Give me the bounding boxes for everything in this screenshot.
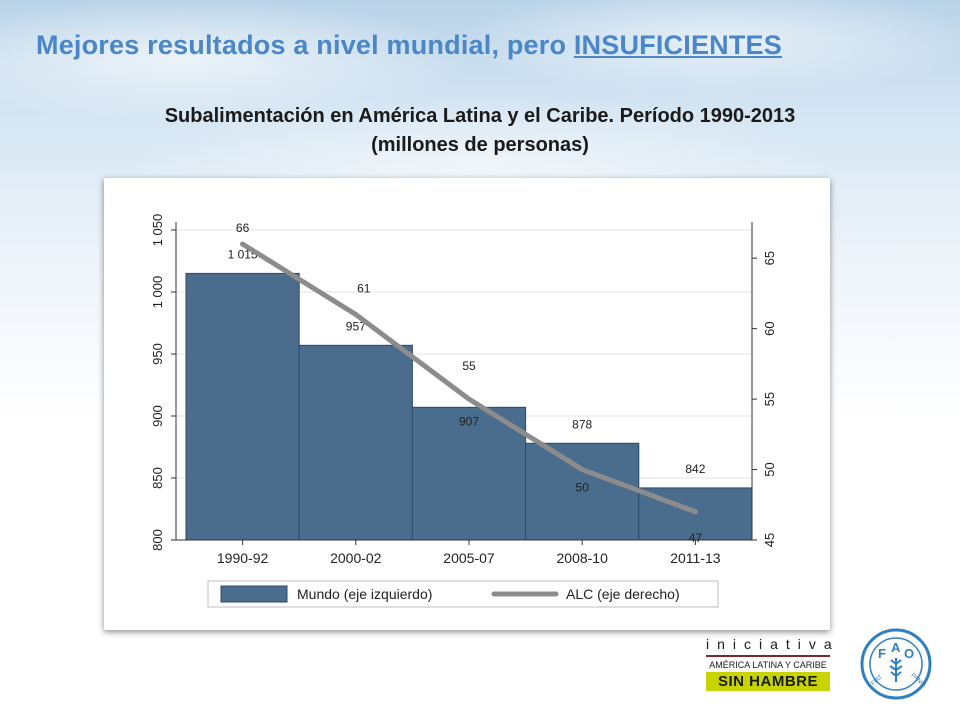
bar-value-label: 957	[346, 319, 366, 333]
line-value-label: 47	[689, 531, 703, 545]
y-left-tick-label: 800	[150, 529, 165, 551]
y-right-tick-label: 50	[762, 462, 777, 476]
chart: 800 850 900 950 1 000 1 050 45 50 55 60 65 1990-92 2…	[150, 214, 777, 608]
y-left-tick-label: 850	[150, 467, 165, 489]
y-right-tick-label: 45	[762, 533, 777, 547]
legend-label-alc: ALC (eje derecho)	[566, 586, 680, 602]
line-alc-point	[692, 509, 698, 515]
bar-mundo	[298, 344, 413, 541]
page-title: Mejores resultados a nivel mundial, pero…	[36, 30, 782, 61]
line-alc-point	[579, 467, 585, 473]
chart-card: 800 850 900 950 1 000 1 050 45 50 55 60 65 1990-92 2…	[104, 178, 830, 630]
y-left-tick-label: 1 050	[150, 214, 165, 247]
iniciativa-logo-region: AMÉRICA LATINA Y CARIBE	[706, 655, 830, 670]
y-right-tick-label: 55	[762, 392, 777, 406]
iniciativa-logo-word: iniciativa	[706, 636, 840, 652]
line-alc-point	[466, 396, 472, 402]
chart-title: Subalimentación en América Latina y el C…	[0, 102, 960, 160]
y-left-tick-label: 1 000	[150, 276, 165, 309]
page-title-highlight: INSUFICIENTES	[573, 30, 782, 60]
bar-value-label: 907	[459, 414, 479, 428]
svg-text:O: O	[904, 646, 914, 661]
y-left-tick-label: 900	[150, 405, 165, 427]
bar-value-label: 842	[685, 462, 705, 476]
legend-box	[207, 580, 719, 608]
y-right-tick-label: 60	[762, 321, 777, 335]
legend-label-mundo: Mundo (eje izquierdo)	[297, 586, 432, 602]
x-tick-label: 1990-92	[217, 550, 269, 566]
bar-value-label: 878	[572, 417, 592, 431]
iniciativa-logo: iniciativa AMÉRICA LATINA Y CARIBE SIN H…	[706, 636, 840, 691]
bar-mundo	[185, 272, 300, 541]
fao-logo-icon: F A O FIAT PANIS	[860, 628, 932, 700]
x-tick-label: 2011-13	[670, 550, 721, 566]
x-tick-label: 2000-02	[330, 550, 382, 566]
bar-mundo	[411, 406, 527, 541]
line-alc-point	[353, 312, 359, 318]
line-value-label: 55	[462, 359, 476, 373]
chart-title-line2: (millones de personas)	[371, 134, 589, 156]
line-alc-point	[240, 241, 246, 247]
iniciativa-logo-slogan: SIN HAMBRE	[706, 672, 830, 691]
y-left-tick-label: 950	[150, 343, 165, 365]
line-value-label: 50	[576, 481, 590, 495]
y-right-tick-label: 65	[762, 251, 777, 265]
line-value-label: 66	[236, 221, 250, 235]
chart-title-line1: Subalimentación en América Latina y el C…	[164, 105, 796, 127]
line-value-label: 61	[357, 282, 371, 296]
x-tick-label: 2005-07	[443, 550, 495, 566]
svg-text:A: A	[891, 640, 901, 655]
page-title-prefix: Mejores resultados a nivel mundial, pero	[36, 30, 574, 60]
svg-text:PANIS: PANIS	[909, 673, 926, 689]
x-tick-label: 2008-10	[557, 550, 609, 566]
svg-text:F: F	[878, 646, 886, 661]
bar-mundo	[525, 442, 640, 541]
legend-swatch-bar	[220, 585, 288, 603]
